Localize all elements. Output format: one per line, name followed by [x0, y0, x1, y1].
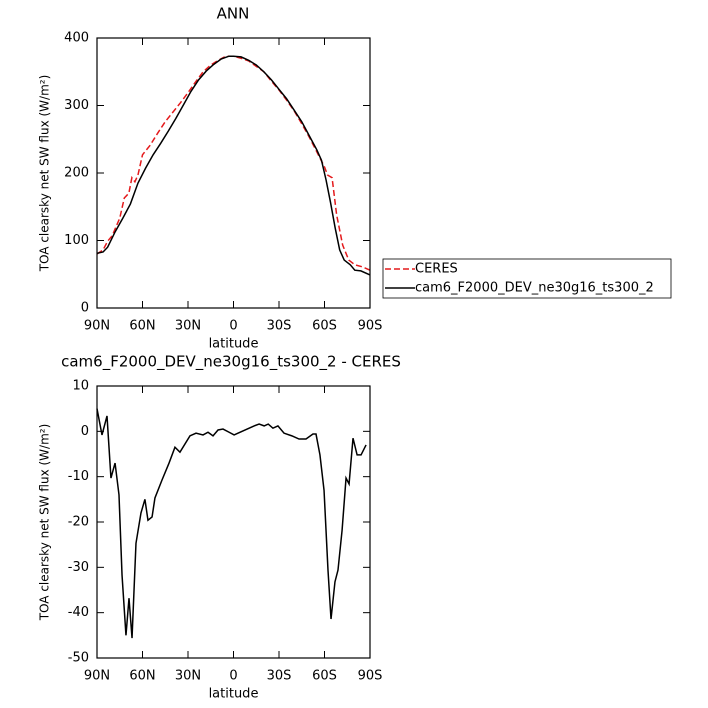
data-line	[96, 408, 367, 639]
y-tick-label: -50	[68, 651, 89, 666]
chart-title: ANN	[217, 5, 250, 23]
x-axis-label: latitude	[209, 687, 259, 702]
y-tick-label: -20	[68, 515, 89, 530]
y-tick-label: -10	[68, 469, 89, 484]
x-tick-label: 60N	[129, 669, 155, 684]
x-tick-label: 90N	[84, 669, 110, 684]
plot-frame	[96, 385, 371, 659]
x-tick-label: 30S	[267, 669, 292, 684]
legend-box	[382, 258, 672, 299]
x-tick-label: 90S	[358, 319, 383, 334]
y-tick-label: 0	[81, 424, 89, 439]
y-tick-label: 400	[64, 31, 89, 46]
x-axis-label: latitude	[209, 337, 259, 352]
data-line	[96, 55, 371, 276]
x-tick-label: 60S	[312, 319, 337, 334]
y-tick-label: -30	[68, 560, 89, 575]
y-tick-label: 300	[64, 98, 89, 113]
x-tick-label: 0	[229, 669, 237, 684]
y-axis-label: TOA clearsky net SW flux (W/m²)	[38, 424, 52, 622]
plot-frame	[96, 37, 371, 309]
x-tick-label: 90S	[358, 669, 383, 684]
y-axis-label: TOA clearsky net SW flux (W/m²)	[38, 75, 52, 273]
x-tick-label: 60N	[129, 319, 155, 334]
x-tick-label: 0	[229, 319, 237, 334]
x-tick-label: 30S	[267, 319, 292, 334]
chart-title: cam6_F2000_DEV_ne30g16_ts300_2 - CERES	[61, 353, 401, 372]
y-tick-label: 10	[72, 379, 89, 394]
data-line	[96, 55, 371, 271]
legend-label: cam6_F2000_DEV_ne30g16_ts300_2	[415, 281, 654, 296]
x-tick-label: 30N	[175, 669, 201, 684]
x-tick-label: 60S	[312, 669, 337, 684]
x-tick-label: 90N	[84, 319, 110, 334]
legend-label: CERES	[415, 262, 458, 277]
y-tick-label: -40	[68, 605, 89, 620]
x-tick-label: 30N	[175, 319, 201, 334]
y-tick-label: 100	[64, 233, 89, 248]
y-tick-label: 200	[64, 166, 89, 181]
y-tick-label: 0	[81, 301, 89, 316]
